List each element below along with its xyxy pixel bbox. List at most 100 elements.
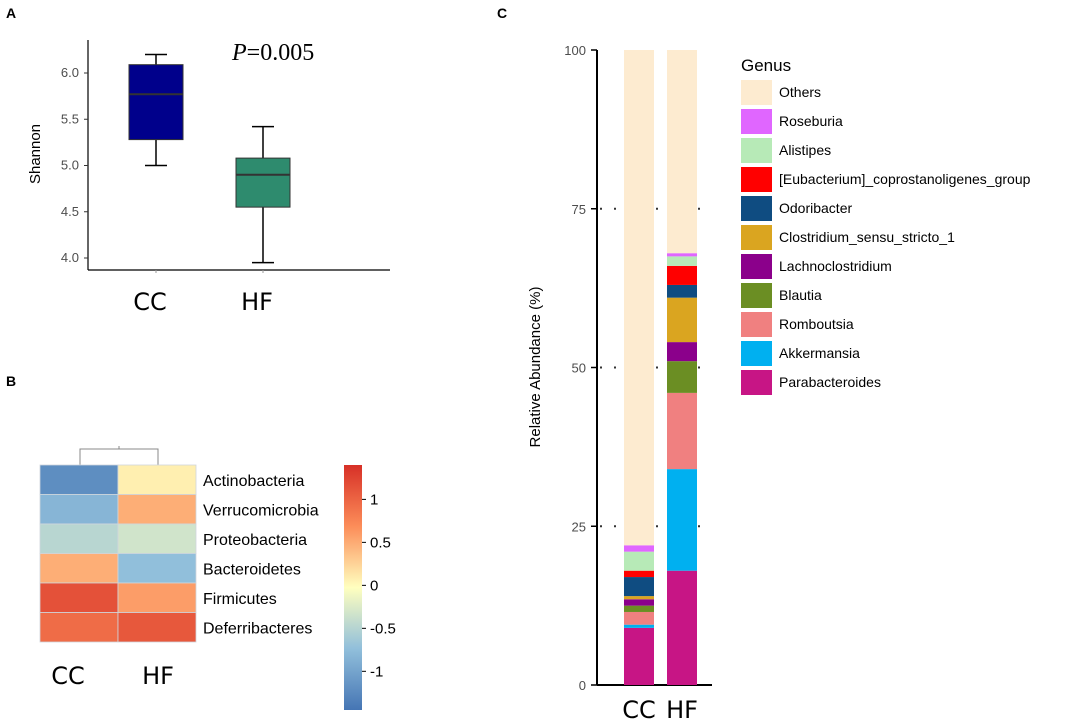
colorbar-tick-label: 0 bbox=[370, 577, 378, 594]
legend-swatch bbox=[741, 196, 772, 221]
stacked-x-label: HF bbox=[666, 696, 698, 724]
bar-segment-cc bbox=[624, 50, 654, 546]
heatmap-row-label: Proteobacteria bbox=[203, 532, 307, 549]
heatmap-row-label: Bacteroidetes bbox=[203, 561, 301, 578]
bar-segment-cc bbox=[624, 624, 654, 628]
stacked-y-label: Relative Abundance (%) bbox=[527, 287, 544, 448]
stacked-x-label: CC bbox=[622, 696, 656, 724]
legend-label: Parabacteroides bbox=[779, 374, 881, 390]
bar-segment-hf bbox=[667, 253, 697, 257]
legend-swatch bbox=[741, 167, 772, 192]
p-value-annotation: P=0.005 bbox=[231, 40, 314, 66]
panel-c-stacked-bar: 0 25 50 75 100 CC HF Relative Abundance (%) G… bbox=[527, 43, 1031, 724]
bar-segment-hf bbox=[667, 256, 697, 266]
p-value-symbol: P bbox=[231, 40, 247, 66]
legend-swatch bbox=[741, 312, 772, 337]
legend-label: Akkermansia bbox=[779, 345, 860, 361]
panel-label-c: C bbox=[497, 5, 507, 21]
heatmap-row-label: Actinobacteria bbox=[203, 473, 304, 490]
boxplot-y-tick-label: 5.5 bbox=[61, 111, 79, 126]
stacked-y-tick-label: 75 bbox=[572, 202, 586, 217]
bar-segment-cc bbox=[624, 599, 654, 606]
bar-segment-cc bbox=[624, 577, 654, 597]
boxplot-y-tick-label: 5.0 bbox=[61, 158, 79, 173]
legend-label: Lachnoclostridium bbox=[779, 258, 892, 274]
heatmap-row-label: Firmicutes bbox=[203, 591, 277, 608]
colorbar-tick-label: 0.5 bbox=[370, 534, 391, 551]
boxplot-box-hf bbox=[235, 157, 291, 208]
heatmap-cell bbox=[117, 553, 197, 584]
p-value-number: =0.005 bbox=[247, 40, 315, 66]
boxplot-x-label: HF bbox=[241, 288, 273, 316]
legend-title: Genus bbox=[741, 56, 791, 75]
heatmap-cell bbox=[39, 612, 119, 643]
legend-swatch bbox=[741, 109, 772, 134]
bar-segment-hf bbox=[667, 392, 697, 470]
stacked-y-tick-label: 25 bbox=[572, 519, 586, 534]
bar-segment-hf bbox=[667, 297, 697, 343]
legend-label: Roseburia bbox=[779, 113, 843, 129]
legend-label: Odoribacter bbox=[779, 200, 852, 216]
bar-segment-cc bbox=[624, 551, 654, 571]
legend-label: Clostridium_sensu_stricto_1 bbox=[779, 229, 955, 245]
legend-swatch bbox=[741, 138, 772, 163]
legend-swatch bbox=[741, 254, 772, 279]
boxplot-box-cc bbox=[128, 64, 184, 141]
bar-segment-cc bbox=[624, 570, 654, 578]
boxplot-x-label: CC bbox=[133, 288, 167, 316]
bar-segment-hf bbox=[667, 284, 697, 298]
legend-label: Alistipes bbox=[779, 142, 831, 158]
heatmap-cell bbox=[117, 523, 197, 554]
bar-segment-hf bbox=[667, 361, 697, 393]
heatmap-row-label: Verrucomicrobia bbox=[203, 502, 319, 519]
legend-label: Romboutsia bbox=[779, 316, 854, 332]
boxplot-y-tick-label: 6.0 bbox=[61, 65, 79, 80]
heatmap-cell bbox=[117, 494, 197, 525]
stacked-y-tick-label: 50 bbox=[572, 361, 586, 376]
panel-b-heatmap: Actinobacteria Verrucomicrobia Proteobacte… bbox=[39, 446, 396, 710]
heatmap-cell bbox=[39, 464, 119, 495]
bar-segment-hf bbox=[667, 570, 697, 685]
legend-swatch bbox=[741, 225, 772, 250]
bar-segment-hf bbox=[667, 265, 697, 285]
bar-segment-hf bbox=[667, 469, 697, 571]
legend-label: Others bbox=[779, 84, 821, 100]
stacked-y-tick-label: 100 bbox=[564, 43, 586, 58]
legend-swatch bbox=[741, 370, 772, 395]
panel-label-b: B bbox=[6, 373, 16, 389]
heatmap-colorbar bbox=[344, 465, 362, 710]
heatmap-dendrogram bbox=[79, 446, 159, 465]
boxplot-y-label: Shannon bbox=[27, 124, 44, 184]
heatmap-cell bbox=[39, 494, 119, 525]
bar-segment-cc bbox=[624, 605, 654, 612]
heatmap-column-label: CC bbox=[51, 662, 85, 690]
bar-segment-cc bbox=[624, 596, 654, 600]
panel-a-boxplot: 4.0 4.5 5.0 5.5 6.0 CC HF Shannon P=0.005 bbox=[27, 40, 390, 316]
heatmap-cell bbox=[39, 553, 119, 584]
legend-swatch bbox=[741, 80, 772, 105]
colorbar-tick-label: 1 bbox=[370, 491, 378, 508]
bar-segment-cc bbox=[624, 545, 654, 552]
stacked-y-tick-label: 0 bbox=[579, 678, 586, 693]
heatmap-row-label: Deferribacteres bbox=[203, 620, 312, 637]
bar-segment-cc bbox=[624, 611, 654, 625]
heatmap-cell bbox=[117, 612, 197, 643]
boxplot-y-tick-label: 4.5 bbox=[61, 204, 79, 219]
heatmap-cell bbox=[39, 523, 119, 554]
legend-label: [Eubacterium]_coprostanoligenes_group bbox=[779, 171, 1031, 187]
heatmap-cell bbox=[117, 464, 197, 495]
heatmap-column-label: HF bbox=[142, 662, 174, 690]
legend-swatch bbox=[741, 341, 772, 366]
heatmap-cell bbox=[39, 582, 119, 613]
legend-label: Blautia bbox=[779, 287, 822, 303]
legend-swatch bbox=[741, 283, 772, 308]
heatmap-cell bbox=[117, 582, 197, 613]
colorbar-tick-label: -0.5 bbox=[370, 620, 396, 637]
bar-segment-hf bbox=[667, 342, 697, 362]
bar-segment-cc bbox=[624, 627, 654, 685]
colorbar-tick-label: -1 bbox=[370, 663, 383, 680]
panel-label-a: A bbox=[6, 5, 16, 21]
boxplot-y-tick-label: 4.0 bbox=[61, 250, 79, 265]
bar-segment-hf bbox=[667, 50, 697, 254]
